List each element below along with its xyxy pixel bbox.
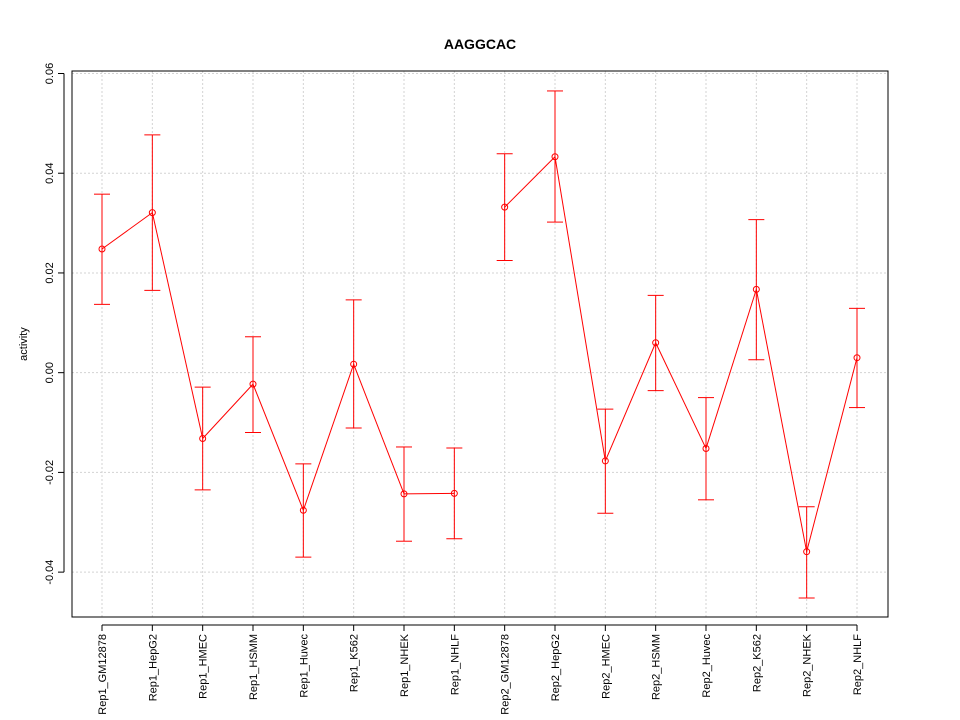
x-tick-label: Rep1_HMEC (198, 634, 210, 699)
x-tick-label: Rep1_K562 (349, 634, 361, 692)
data-point (199, 434, 207, 442)
x-tick-label: Rep1_NHEK (399, 633, 411, 697)
series-segment (554, 156, 606, 462)
data-point (652, 339, 660, 347)
x-tick-label: Rep2_GM12878 (500, 634, 512, 715)
data-point (450, 489, 458, 497)
data-point (702, 444, 710, 452)
data-series (94, 90, 865, 599)
grid-lines (72, 71, 888, 617)
plot-frame (71, 70, 889, 618)
x-axis: Rep1_GM12878 Rep1_HepG2 Rep1_HMEC Rep1_HSMM… (97, 624, 864, 715)
y-tick-label: 0.04 (44, 163, 56, 184)
series-segment (252, 383, 304, 511)
series-segment (655, 342, 707, 449)
series-segment (151, 212, 204, 439)
data-point (803, 548, 811, 556)
y-axis-label: activity (18, 327, 30, 361)
series-segment (604, 342, 657, 462)
series-segment (504, 156, 556, 208)
series-segment (806, 357, 858, 552)
y-tick-label: -0.02 (44, 460, 56, 485)
data-point (501, 203, 509, 211)
series-segment (755, 289, 808, 552)
series-segment (202, 383, 254, 439)
data-point (98, 245, 106, 253)
y-tick-label: 0.02 (44, 262, 56, 283)
data-point (601, 457, 609, 465)
x-tick-label: Rep2_HSMM (651, 634, 663, 700)
series-segment (302, 364, 355, 511)
x-tick-label: Rep2_HMEC (600, 634, 612, 699)
data-point (853, 354, 861, 362)
y-tick-label: 0.00 (44, 362, 56, 383)
x-tick-label: Rep2_HepG2 (550, 634, 562, 701)
series-segment (353, 364, 405, 495)
y-axis: -0.04 -0.02 0.00 0.02 0.04 0.06 (44, 63, 65, 585)
x-tick-label: Rep1_GM12878 (97, 634, 109, 715)
y-tick-label: -0.04 (44, 560, 56, 585)
data-point (752, 285, 760, 293)
x-tick-label: Rep2_Huvec (701, 634, 713, 698)
x-tick-label: Rep2_NHLF (852, 634, 864, 695)
series-segment (705, 289, 757, 449)
series-segment (101, 212, 153, 250)
data-point (350, 360, 358, 368)
chart-title: AAGGCAC (444, 36, 516, 52)
data-point (249, 380, 257, 388)
data-point (400, 490, 408, 498)
x-tick-label: Rep1_Huvec (298, 634, 310, 698)
data-point (148, 209, 156, 217)
data-point (551, 153, 559, 161)
x-tick-label: Rep1_HepG2 (147, 634, 159, 701)
x-tick-label: Rep2_NHEK (802, 633, 814, 697)
x-tick-label: Rep1_NHLF (449, 634, 461, 695)
data-point (299, 506, 307, 514)
x-tick-label: Rep2_K562 (751, 634, 763, 692)
y-tick-label: 0.06 (44, 63, 56, 84)
x-tick-label: Rep1_HSMM (248, 634, 260, 700)
